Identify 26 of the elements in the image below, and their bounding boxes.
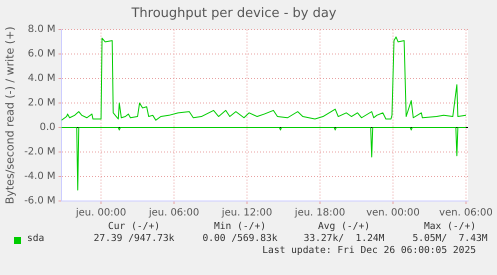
- y-tick-label: 2.0 M: [28, 98, 56, 109]
- text: 5.05M/ 7.43M: [412, 233, 488, 244]
- y-tick-label: 0.0: [40, 122, 56, 134]
- x-tick-label: ven. 06:00: [439, 208, 493, 219]
- chart-title: Throughput per device - by day: [130, 6, 337, 22]
- y-tick-label: 6.0 M: [28, 48, 56, 60]
- text: Max (-/+): [424, 221, 476, 232]
- text: Last update: Fri Dec 26 06:00:05 2025: [262, 245, 476, 256]
- y-tick-label: 8.0 M: [28, 24, 56, 36]
- y-axis-title: Bytes/second read (-) / write (+): [3, 26, 16, 204]
- text: 0.00 /569.83k: [202, 233, 278, 244]
- x-tick-label: jeu. 06:00: [148, 208, 200, 219]
- x-tick-label: jeu. 00:00: [74, 208, 126, 219]
- legend-label: sda: [27, 233, 44, 244]
- text: 33.27k/ 1.24M: [304, 233, 384, 244]
- y-tick-label: 4.0 M: [28, 73, 56, 84]
- y-tick-label: -2.0 M: [24, 146, 56, 158]
- x-tick-label: jeu. 18:00: [294, 208, 346, 219]
- text: 27.39 /947.73k: [94, 233, 174, 244]
- y-tick-label: -4.0 M: [24, 171, 56, 182]
- text: Cur (-/+): [108, 221, 160, 232]
- y-tick-label: -6.0 M: [24, 196, 56, 207]
- x-tick-label: jeu. 12:00: [220, 208, 272, 219]
- x-tick-label: ven. 00:00: [366, 208, 420, 219]
- text: Min (-/+): [214, 221, 266, 232]
- text: Avg (-/+): [318, 221, 370, 232]
